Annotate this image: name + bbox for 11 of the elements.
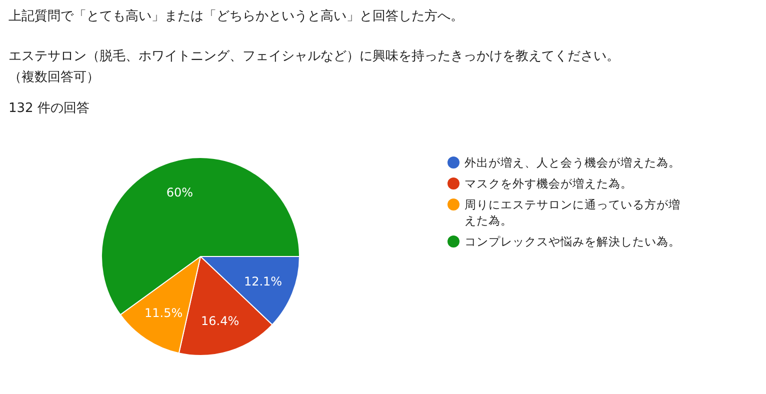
data-label: 60% <box>166 185 194 200</box>
legend-label: コンプレックスや悩みを解決したい為。 <box>464 234 680 248</box>
legend-label: 周りにエステサロンに通っている方が増えた為。 <box>464 198 680 228</box>
chart-title: 上記質問で「とても高い」または「どちらかというと高い」と回答した方へ。 <box>8 8 464 24</box>
legend-label: 外出が増え、人と会う機会が増えた為。 <box>464 156 680 170</box>
text: エステサロン（脱毛、ホワイトニング、フェイシャルなど）に興味を持ったきっかけを教えてください。（複数回答可） <box>8 49 620 85</box>
data-label: 11.5% <box>144 306 183 320</box>
legend-label: マスクを外す機会が増えた為。 <box>464 176 632 190</box>
chart-subtitle: 132 件の回答 <box>8 101 90 116</box>
data-label: 12.1% <box>244 274 282 288</box>
data-label: 16.4% <box>201 314 240 328</box>
